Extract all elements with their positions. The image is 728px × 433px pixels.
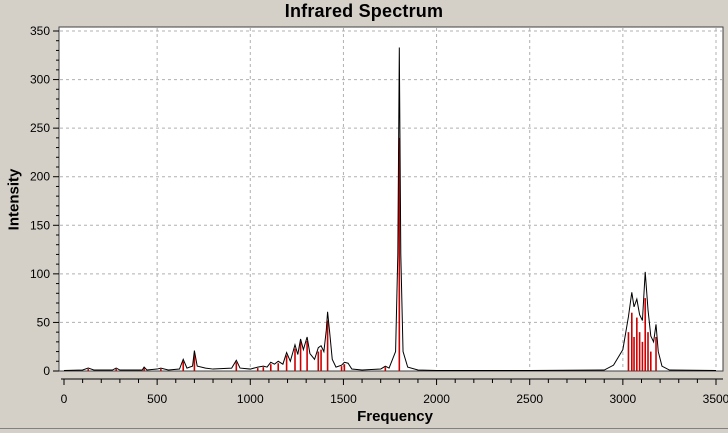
x-axis: 0 500 1000 1500 2000 2500 3000 3500 — [61, 378, 728, 406]
spectrum-series — [63, 47, 717, 372]
y-tick-label: 150 — [30, 218, 50, 232]
x-tick-label: 2500 — [516, 392, 543, 406]
plot-background — [59, 27, 723, 371]
x-tick-label: 0 — [61, 392, 68, 406]
y-tick-label: 50 — [37, 315, 51, 329]
y-axis-label: Intensity — [5, 168, 23, 231]
x-tick-label: 1500 — [330, 392, 357, 406]
x-tick-label: 2000 — [423, 392, 450, 406]
y-tick-label: 300 — [30, 73, 50, 87]
y-tick-label: 200 — [30, 170, 50, 184]
y-tick-label: 0 — [43, 364, 50, 378]
x-axis-label: Frequency — [357, 408, 433, 425]
grid-group — [60, 28, 722, 370]
y-tick-label: 350 — [30, 24, 50, 38]
chart-title: Infrared Spectrum — [284, 1, 444, 21]
x-tick-label: 3500 — [703, 392, 728, 406]
x-tick-label: 1000 — [237, 392, 264, 406]
y-tick-label: 250 — [30, 121, 50, 135]
window-bottom-edge — [0, 428, 728, 433]
plot-frame — [58, 26, 724, 372]
stick-series — [87, 137, 657, 371]
y-tick-label: 100 — [30, 267, 50, 281]
x-tick-label: 500 — [147, 392, 167, 406]
spectrum-line — [63, 47, 717, 372]
x-tick-label: 3000 — [610, 392, 637, 406]
y-axis: 0 50 100 150 200 250 300 350 — [30, 24, 59, 378]
